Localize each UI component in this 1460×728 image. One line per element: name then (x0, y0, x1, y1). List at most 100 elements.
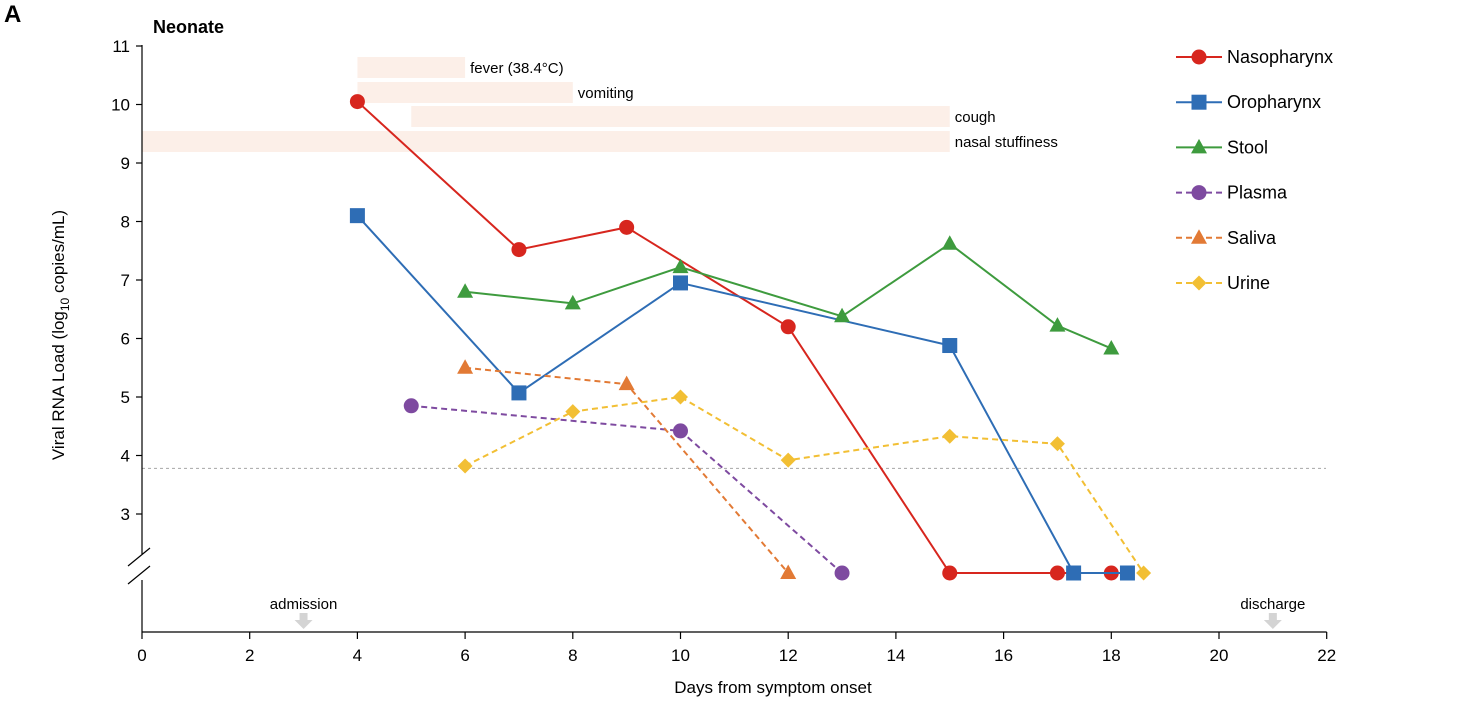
data-series (349, 94, 1152, 581)
y-axis-label-subscript: 10 (58, 297, 72, 311)
data-point (511, 242, 527, 258)
down-arrow-icon (1263, 613, 1282, 629)
data-point (1119, 565, 1135, 581)
x-tick-label: 8 (568, 646, 577, 665)
legend-label: Plasma (1227, 183, 1288, 203)
legend-marker (1191, 94, 1207, 110)
legend-marker (1191, 185, 1207, 201)
symptom-bar (357, 57, 466, 78)
legend-item: Oropharynx (1176, 92, 1321, 112)
data-point (457, 458, 473, 474)
y-tick-label: 9 (121, 154, 130, 173)
x-tick-label: 12 (779, 646, 798, 665)
symptom-label: vomiting (578, 85, 634, 102)
data-point (672, 258, 689, 274)
data-point (834, 565, 850, 581)
legend-label: Urine (1227, 273, 1270, 293)
data-point (673, 275, 688, 291)
x-tick-label: 14 (886, 646, 905, 665)
symptom-label: cough (955, 109, 996, 126)
axis-break-mark (127, 565, 151, 585)
x-tick-label: 22 (1317, 646, 1336, 665)
x-axis-label: Days from symptom onset (674, 678, 872, 697)
data-point (834, 307, 851, 323)
down-arrow-icon (294, 613, 313, 629)
event-label: discharge (1240, 596, 1305, 613)
symptom-label: fever (38.4°C) (470, 60, 564, 77)
data-point (565, 404, 581, 420)
y-tick-label: 4 (121, 447, 130, 466)
x-tick-label: 18 (1102, 646, 1121, 665)
legend-label: Oropharynx (1227, 92, 1321, 112)
legend-label: Stool (1227, 137, 1268, 157)
data-point (1049, 436, 1065, 452)
y-axis-label: Viral RNA Load (log10 copies/mL) (49, 210, 72, 460)
x-tick-label: 2 (245, 646, 254, 665)
data-point (457, 283, 474, 298)
x-tick-label: 10 (671, 646, 690, 665)
series-oropharynx (349, 208, 1135, 581)
series-line (356, 214, 1128, 574)
data-point (1066, 565, 1082, 581)
series-nasopharynx (349, 94, 1119, 581)
x-tick-label: 4 (353, 646, 362, 665)
data-point (511, 385, 527, 401)
event-markers: admission discharge (270, 596, 1305, 629)
data-point (673, 389, 688, 405)
legend-item: Plasma (1176, 183, 1288, 203)
data-point (457, 359, 474, 374)
data-point (942, 428, 958, 444)
data-point (780, 452, 796, 468)
y-tick-label: 8 (121, 213, 130, 232)
series-stool (457, 235, 1120, 355)
y-axis-label-main: Viral RNA Load (log (49, 311, 68, 460)
y-tick-label: 5 (121, 388, 130, 407)
symptom-bar (411, 106, 950, 127)
series-line (411, 404, 843, 574)
data-point (941, 235, 958, 250)
data-point (780, 319, 796, 335)
legend-marker (1191, 275, 1207, 291)
legend-item: Urine (1176, 273, 1270, 293)
data-point (1136, 565, 1152, 581)
data-point (403, 398, 419, 414)
series-line (464, 395, 1145, 574)
data-point (1049, 317, 1066, 332)
legend-label: Nasopharynx (1227, 47, 1333, 67)
axes: 3 4 5 6 7 8 9 10 11 0 2 4 6 8 10 12 14 16 18 20 22 (111, 37, 1336, 665)
legend-marker (1191, 229, 1207, 244)
data-point (564, 294, 581, 310)
series-line (356, 100, 1112, 574)
symptom-label: nasal stuffiness (955, 134, 1058, 151)
data-point (942, 338, 958, 354)
legend-item: Stool (1176, 137, 1268, 157)
series-saliva (457, 359, 797, 579)
x-tick-label: 0 (137, 646, 146, 665)
data-point (1103, 339, 1120, 355)
chart-title: Neonate (153, 17, 224, 37)
legend: Nasopharynx Oropharynx Stool Plasma Saliva Ur… (1176, 47, 1333, 293)
data-point (349, 208, 365, 224)
symptom-bar (357, 82, 573, 103)
symptom-bar (142, 131, 950, 152)
data-point (618, 375, 635, 391)
data-point (942, 565, 958, 581)
series-plasma (403, 398, 850, 581)
y-tick-label: 6 (121, 330, 130, 349)
y-axis-label-unit: copies/mL) (49, 210, 68, 298)
event-label: admission (270, 596, 338, 613)
x-tick-label: 16 (994, 646, 1013, 665)
legend-label: Saliva (1227, 228, 1277, 248)
symptom-bars: fever (38.4°C) vomiting cough nasal stuffin… (142, 57, 1058, 152)
legend-marker (1191, 138, 1207, 154)
legend-item: Nasopharynx (1176, 47, 1333, 67)
y-tick-label: 7 (121, 271, 130, 290)
axis-break-mark (127, 547, 151, 567)
data-point (1049, 565, 1065, 581)
panel-label: A (4, 1, 21, 28)
x-tick-label: 6 (460, 646, 469, 665)
data-point (349, 94, 365, 110)
data-point (673, 423, 688, 439)
x-tick-label: 20 (1210, 646, 1229, 665)
